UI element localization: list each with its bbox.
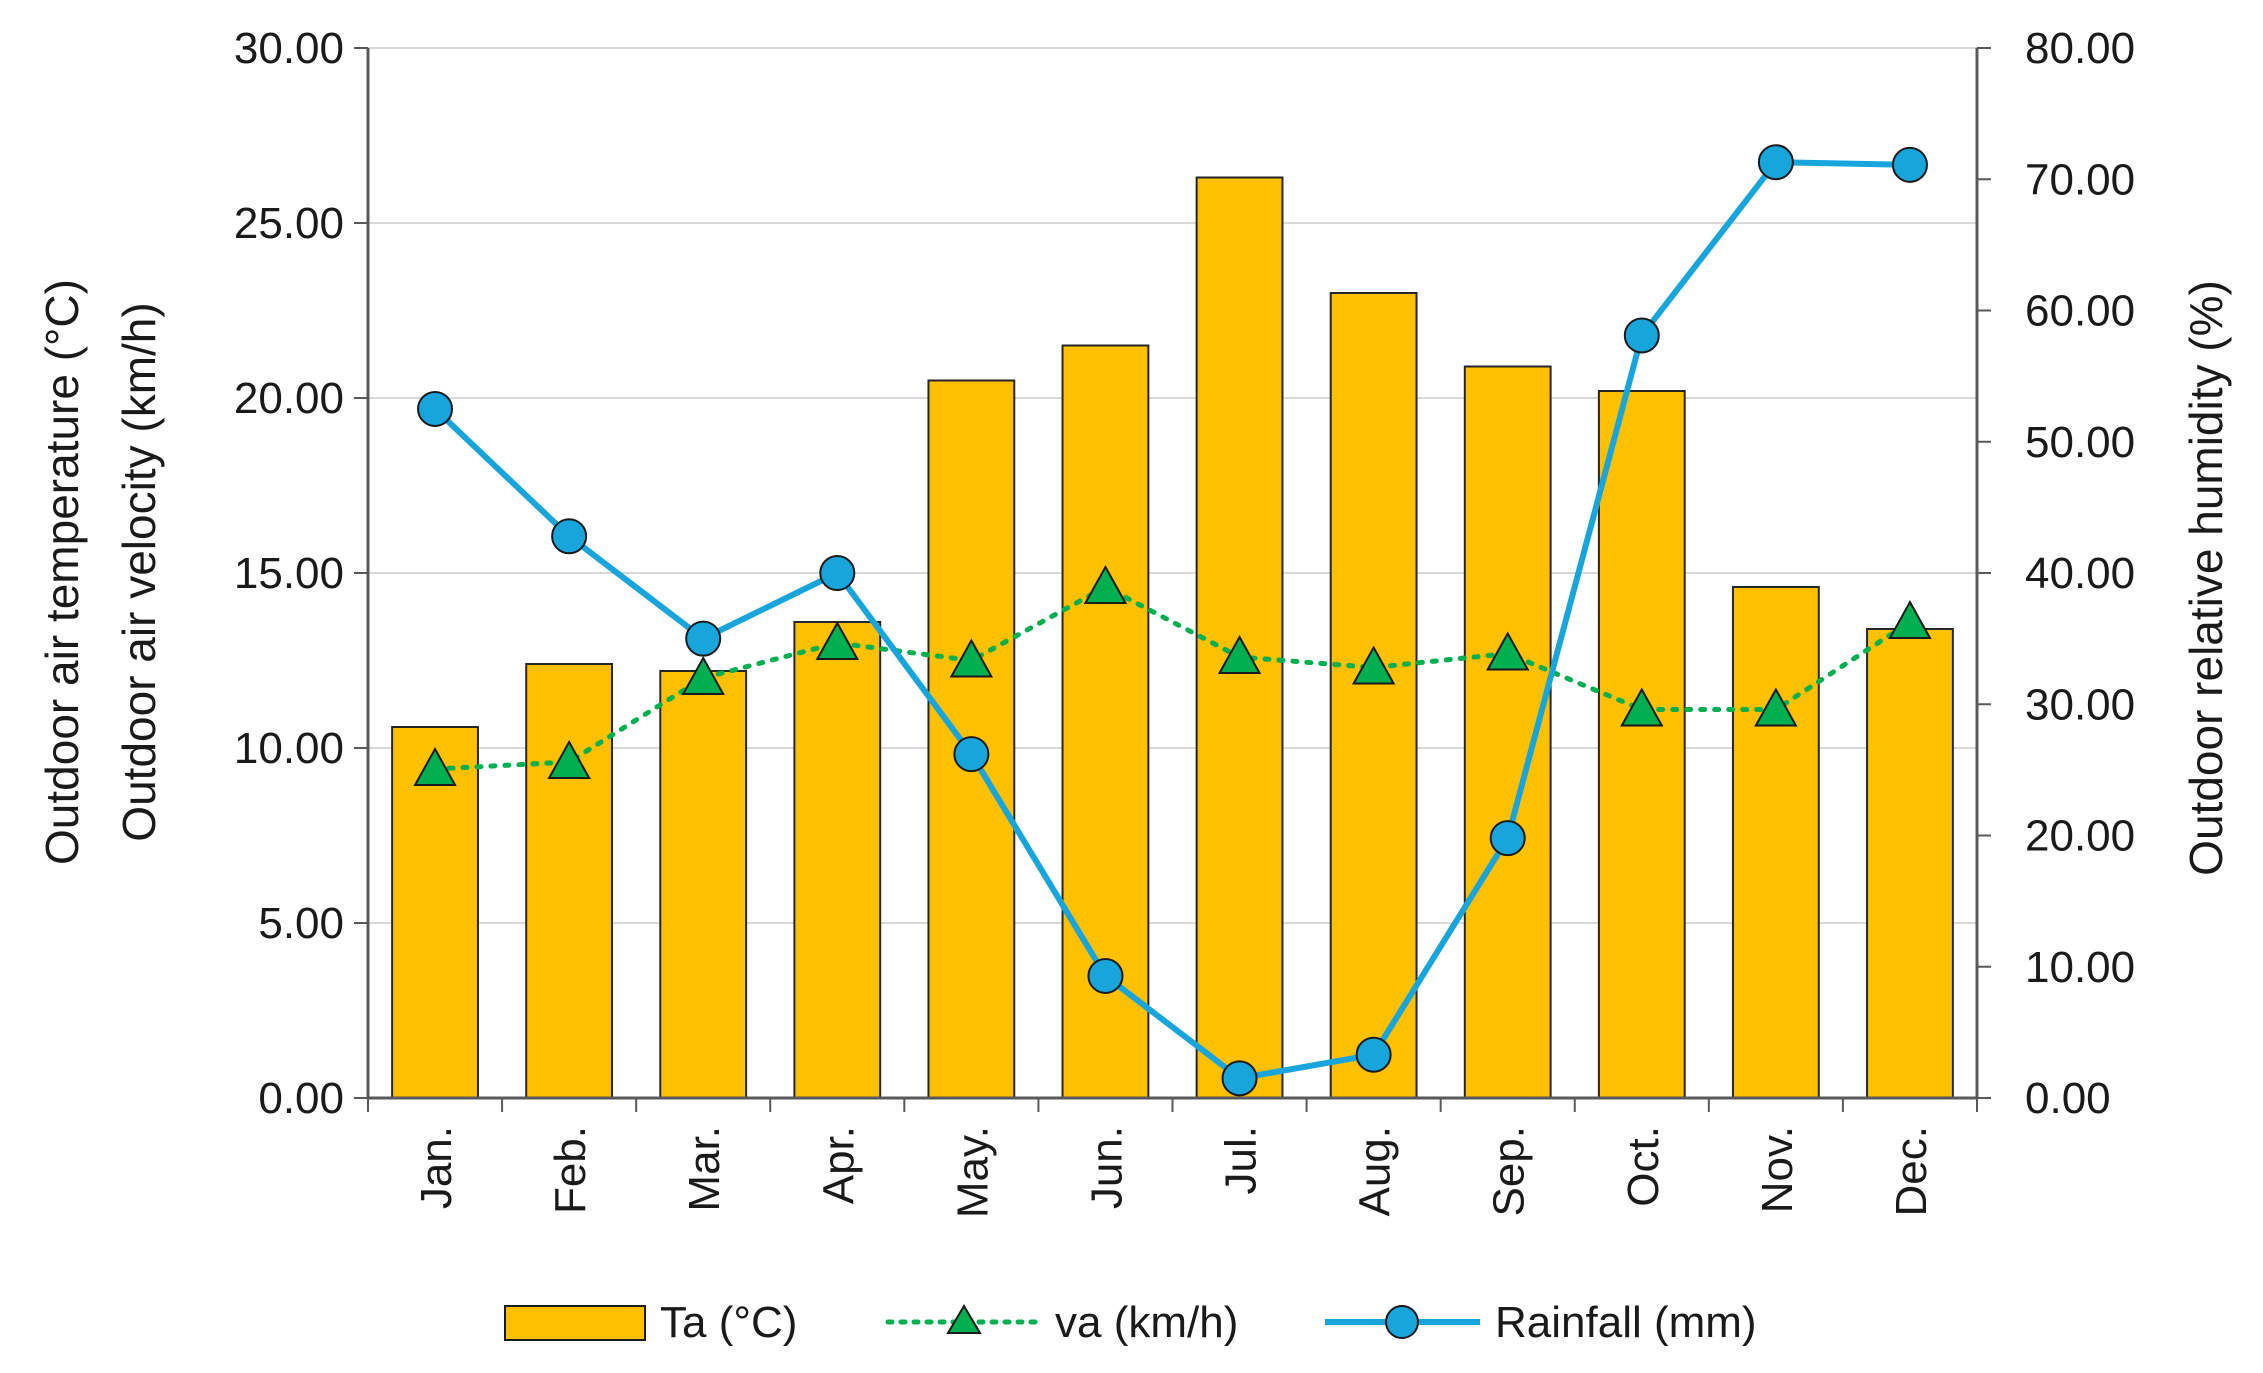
marker-rainfall-may (953, 736, 990, 773)
marker-va-jun (1083, 564, 1128, 604)
left-tick-label-30-00: 30.00 (234, 24, 344, 73)
right-tick-label-10-00: 10.00 (2025, 943, 2135, 992)
left-tick-label-5-00: 5.00 (258, 899, 344, 948)
line-va (432, 584, 1913, 772)
bar-ta-dec (1866, 628, 1954, 1099)
x-tick-label-jun: Jun. (1082, 1126, 1131, 1209)
marker-va-may (949, 638, 994, 678)
legend-label-rainfall: Rainfall (mm) (1495, 1298, 1757, 1347)
legend-swatch-ta (504, 1305, 646, 1341)
marker-rainfall-sep (1489, 820, 1526, 857)
marker-va-apr (815, 620, 859, 660)
x-tick-label-nov: Nov. (1753, 1126, 1802, 1213)
x-tick-label-dec: Dec. (1887, 1126, 1936, 1216)
x-tick-label-feb: Feb. (546, 1126, 595, 1214)
left-tick-label-15-00: 15.00 (234, 549, 344, 598)
x-tick-label-sep: Sep. (1485, 1126, 1534, 1217)
x-tick-label-jul: Jul. (1217, 1126, 1266, 1194)
bar-series (391, 176, 1954, 1099)
bar-ta-nov (1731, 586, 1820, 1099)
left-tick-label-20-00: 20.00 (234, 374, 344, 423)
marker-va-nov (1754, 687, 1798, 727)
marker-va-feb (547, 739, 591, 779)
line-rainfall (432, 159, 1911, 1082)
marker-rainfall-jul (1221, 1060, 1258, 1097)
marker-rainfall-oct (1623, 317, 1660, 354)
right-axis-title: Outdoor relative humidity (%) (2180, 280, 2232, 876)
marker-va-aug (1351, 645, 1396, 685)
marker-rainfall-apr (819, 555, 856, 591)
marker-rainfall-aug (1355, 1036, 1392, 1073)
bar-ta-aug (1329, 292, 1418, 1099)
left-tick-label-25-00: 25.00 (234, 199, 344, 248)
marker-va-dec (1888, 599, 1932, 639)
marker-va-sep (1486, 631, 1530, 671)
legend-marker-va (946, 1304, 982, 1334)
axes (354, 47, 1991, 1112)
right-tick-label-60-00: 60.00 (2025, 287, 2135, 336)
right-tick-label-70-00: 70.00 (2025, 155, 2135, 204)
left-axis-title-line-1: Outdoor air temperature (°C) (36, 279, 88, 865)
right-tick-label-30-00: 30.00 (2025, 680, 2135, 729)
right-tick-label-50-00: 50.00 (2025, 418, 2135, 467)
gridlines (368, 47, 1977, 924)
x-tick-label-may: May. (948, 1126, 997, 1218)
bar-ta-apr (793, 621, 882, 1099)
labels: Outdoor air temperature (°C) Outdoor air… (36, 24, 2232, 1218)
marker-va-mar (681, 655, 725, 695)
bar-ta-oct (1597, 390, 1686, 1099)
x-tick-label-apr: Apr. (814, 1126, 863, 1204)
right-tick-label-40-00: 40.00 (2025, 549, 2135, 598)
legend-label-ta: Ta (°C) (660, 1298, 797, 1347)
marker-rainfall-feb (551, 518, 588, 555)
x-tick-label-mar: Mar. (680, 1126, 729, 1212)
bar-ta-mar (659, 670, 748, 1099)
right-tick-label-0-00: 0.00 (2025, 1074, 2111, 1123)
x-tick-label-jan: Jan. (412, 1126, 461, 1209)
marker-rainfall-nov (1757, 144, 1794, 181)
x-tick-label-aug: Aug. (1351, 1126, 1400, 1217)
marker-rainfall-jun (1087, 957, 1124, 994)
x-tick-label-oct: Oct. (1619, 1126, 1668, 1207)
marker-rainfall-mar (685, 620, 722, 657)
marker-va-oct (1620, 687, 1664, 727)
legend: Ta (°C) va (km/h) Rainfall (mm) (504, 1298, 1757, 1347)
left-axis-title-line-2: Outdoor air velocity (km/h) (113, 302, 165, 841)
marker-rainfall-jan (417, 390, 454, 427)
bar-ta-feb (525, 663, 614, 1099)
marker-va-jul (1217, 634, 1262, 674)
left-tick-label-10-00: 10.00 (234, 724, 344, 773)
legend-label-va: va (km/h) (1055, 1298, 1238, 1347)
right-tick-label-80-00: 80.00 (2025, 24, 2135, 73)
line-series (413, 144, 1932, 1097)
left-tick-label-0-00: 0.00 (258, 1074, 344, 1123)
legend-marker-rainfall (1385, 1305, 1419, 1339)
marker-rainfall-dec (1891, 146, 1928, 183)
marker-va-jan (413, 746, 457, 786)
right-tick-label-20-00: 20.00 (2025, 812, 2135, 861)
